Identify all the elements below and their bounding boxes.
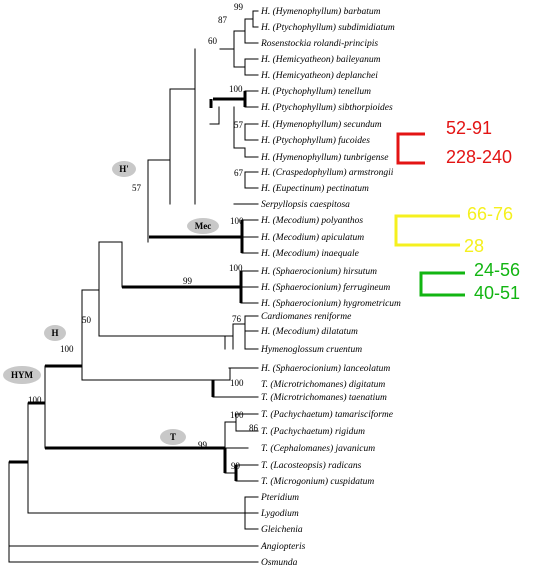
- support-value: 87: [218, 15, 228, 25]
- clade-badge: Mec: [187, 218, 219, 234]
- support-value: 99: [234, 2, 244, 12]
- taxon-label: Serpyllopsis caespitosa: [261, 200, 350, 210]
- clade-label: HYM: [11, 370, 34, 380]
- range-label: 28: [464, 236, 484, 256]
- support-value: 76: [232, 314, 242, 324]
- support-value: 100: [230, 216, 244, 226]
- taxon-label: H. (Ptychophyllum) tenellum: [260, 86, 371, 97]
- red-bracket: [396, 132, 425, 165]
- taxon-label: H. (Mecodium) polyanthos: [260, 215, 363, 226]
- taxon-labels: H. (Hymenophyllum) barbatum H. (Ptychophy…: [260, 6, 401, 568]
- taxon-label: T. (Microtrichomanes) taenatium: [261, 392, 387, 403]
- taxon-label: H. (Hymenophyllum) barbatum: [260, 6, 381, 17]
- clade-label: H': [119, 164, 129, 174]
- range-label: 66-76: [467, 204, 513, 224]
- taxon-label: H. (Mecodium) dilatatum: [260, 326, 358, 337]
- taxon-label: H. (Sphaerocionium) hirsutum: [260, 266, 377, 277]
- taxon-label: Rosenstockia rolandi-principis: [260, 39, 378, 49]
- taxon-label: Pteridium: [260, 493, 299, 503]
- green-bracket: [419, 271, 465, 297]
- taxon-label: Hymenoglossum cruentum: [260, 345, 362, 355]
- support-value: 100: [229, 263, 243, 273]
- clade-badge-shape: [3, 366, 41, 384]
- clade-badge: T: [160, 429, 186, 445]
- taxon-label: H. (Ptychophyllum) sibthorpioides: [260, 102, 393, 113]
- support-value: 99: [183, 276, 193, 286]
- taxon-label: H. (Hymenophyllum) secundum: [260, 119, 382, 130]
- taxon-label: H. (Mecodium) apiculatum: [260, 232, 364, 243]
- support-value: 100: [28, 395, 42, 405]
- taxon-label: Lygodium: [260, 509, 299, 519]
- clade-label: Mec: [195, 221, 211, 231]
- taxon-label: H. (Hemicyatheon) baileyanum: [260, 54, 381, 65]
- taxon-label: H. (Craspedophyllum) armstrongii: [260, 167, 394, 178]
- clade-badge-shape: [44, 325, 66, 341]
- taxon-label: Angiopteris: [260, 542, 306, 552]
- support-value: 57: [234, 120, 244, 130]
- taxon-label: T. (Pachychaetum) tamarisciforme: [261, 409, 393, 420]
- taxon-label: H. (Sphaerocionium) lanceolatum: [260, 363, 390, 374]
- clade-badge-shape: [160, 429, 186, 445]
- taxon-label: T. (Microgonium) cuspidatum: [261, 476, 374, 487]
- support-value: 100: [230, 378, 244, 388]
- taxon-label: H. (Ptychophyllum) subdimidiatum: [260, 22, 395, 33]
- taxon-label: H. (Sphaerocionium) ferrugineum: [260, 282, 390, 293]
- taxon-label: Osmunda: [261, 558, 298, 568]
- support-value: 99: [231, 461, 241, 471]
- tree-branches-bold: [9, 91, 247, 481]
- clade-badges: H' Mec H HYM T: [3, 161, 219, 445]
- tree-branches: [8, 10, 259, 563]
- support-values: 99 87 60 100 57 67 57 100 100 99 50 76 100 100 100 100 8…: [28, 2, 259, 471]
- taxon-label: H. (Mecodium) inaequale: [260, 248, 359, 259]
- taxon-label: Gleichenia: [261, 525, 303, 535]
- taxon-label: T. (Pachychaetum) rigidum: [261, 426, 365, 437]
- taxon-label: T. (Lacosteopsis) radicans: [261, 460, 362, 471]
- range-label: 24-56: [474, 260, 520, 280]
- clade-badge-shape: [112, 161, 136, 177]
- yellow-bracket: [394, 214, 460, 247]
- clade-badge: HYM: [3, 366, 41, 384]
- taxon-label: H. (Eupectinum) pectinatum: [260, 183, 369, 194]
- support-value: 99: [198, 440, 208, 450]
- range-labels: 52-91 228-240 66-76 28 24-56 40-51: [446, 118, 520, 303]
- range-label: 228-240: [446, 147, 512, 167]
- support-value: 100: [230, 410, 244, 420]
- clade-badge: H': [112, 161, 136, 177]
- taxon-label: H. (Hemicyatheon) deplanchei: [260, 70, 378, 81]
- taxon-label: H. (Hymenophyllum) tunbrigense: [260, 152, 388, 163]
- taxon-label: T. (Cephalomanes) javanicum: [261, 443, 375, 454]
- support-value: 100: [60, 344, 74, 354]
- taxon-label: Cardiomanes reniforme: [261, 311, 351, 322]
- clade-badge-shape: [187, 218, 219, 234]
- support-value: 57: [132, 183, 142, 193]
- support-value: 50: [82, 315, 92, 325]
- support-value: 100: [229, 84, 243, 94]
- taxon-label: T. (Microtrichomanes) digitatum: [261, 379, 385, 390]
- support-value: 60: [208, 36, 218, 46]
- clade-label: T: [170, 432, 176, 442]
- clade-label: H: [51, 328, 58, 338]
- taxon-label: H. (Sphaerocionium) hygrometricum: [260, 298, 401, 309]
- support-value: 86: [249, 423, 259, 433]
- range-brackets: [394, 132, 465, 297]
- range-label: 52-91: [446, 118, 492, 138]
- range-label: 40-51: [474, 283, 520, 303]
- clade-badge: H: [44, 325, 66, 341]
- taxon-label: H. (Ptychophyllum) fucoides: [260, 135, 370, 146]
- support-value: 67: [234, 168, 244, 178]
